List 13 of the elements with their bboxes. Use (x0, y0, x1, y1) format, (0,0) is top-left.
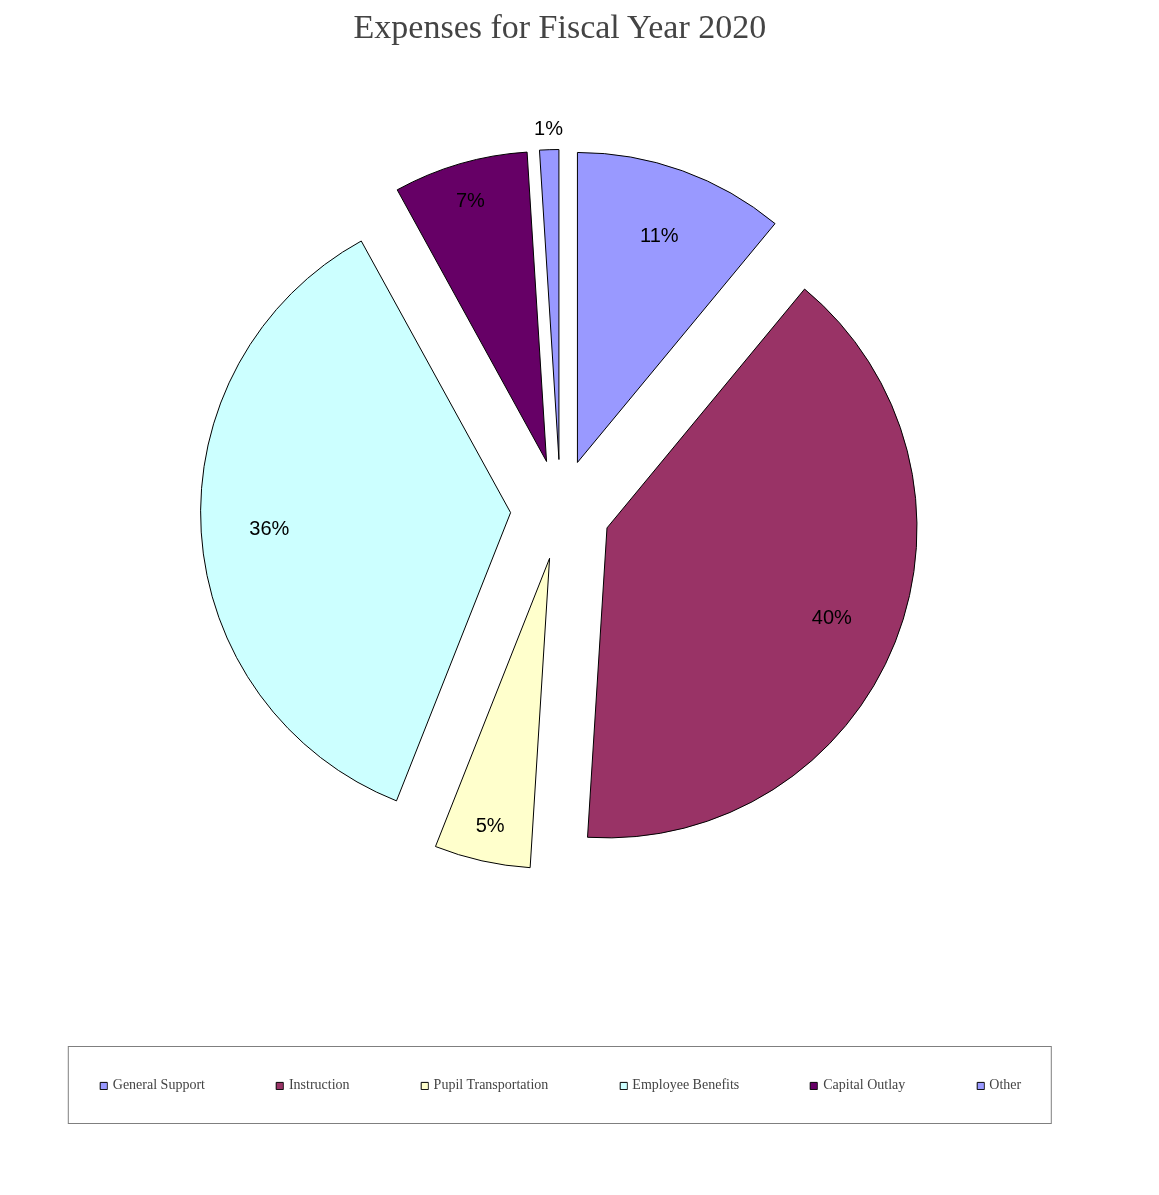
data-label: 36% (249, 516, 290, 539)
legend-label: Capital Outlay (823, 1077, 906, 1093)
legend-label: Instruction (288, 1077, 350, 1093)
data-label: 7% (455, 188, 486, 211)
data-label: 5% (475, 813, 505, 836)
data-label: 40% (811, 605, 853, 628)
legend-label: Other (989, 1077, 1022, 1093)
data-label: 11% (640, 223, 679, 246)
data-label: 1% (534, 116, 564, 139)
legend-label: General Support (112, 1077, 205, 1093)
chart-title: Expenses for Fiscal Year 2020 (353, 7, 767, 45)
legend-label: Employee Benefits (632, 1077, 740, 1093)
legend-label: Pupil Transportation (433, 1077, 549, 1093)
